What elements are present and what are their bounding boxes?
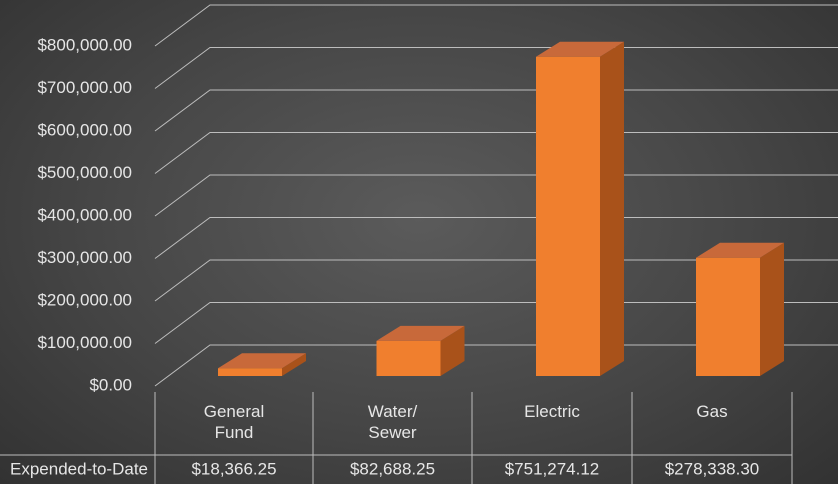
y-tick-label: $200,000.00 <box>37 290 132 309</box>
bar-side <box>760 242 784 376</box>
grid-line <box>154 174 838 217</box>
value-label: $18,366.25 <box>191 459 276 478</box>
y-tick-label: $800,000.00 <box>37 35 132 54</box>
category-label: General Fund <box>189 401 279 453</box>
value-label: $82,688.25 <box>350 459 435 478</box>
bar-top <box>376 325 465 341</box>
category-text: Water/ Sewer <box>367 402 418 442</box>
bar-top <box>536 41 624 57</box>
y-tick-label: $100,000.00 <box>37 333 132 352</box>
grid-line <box>154 302 838 344</box>
bar-top <box>218 353 306 369</box>
category-label: Electric <box>507 401 597 453</box>
grid-line <box>154 132 838 174</box>
bar-side <box>440 325 465 376</box>
grid-line <box>154 47 838 89</box>
grid-line <box>154 4 838 47</box>
y-tick-label: $500,000.00 <box>37 163 132 182</box>
value-label: $278,338.30 <box>665 459 760 478</box>
value-label: $751,274.12 <box>505 459 600 478</box>
category-text: Electric <box>524 402 580 421</box>
y-tick-label: $600,000.00 <box>37 120 132 139</box>
grid-line <box>154 259 838 302</box>
grid-line <box>154 89 838 132</box>
series-name: Expended-to-Date <box>10 459 148 478</box>
y-tick-label: $0.00 <box>89 375 132 394</box>
category-text: Gas <box>696 402 728 421</box>
y-tick-label: $700,000.00 <box>37 78 132 97</box>
bar <box>536 41 624 377</box>
category-label: Water/ Sewer <box>348 401 438 453</box>
bar <box>696 242 784 376</box>
y-tick-label: $300,000.00 <box>37 248 132 267</box>
bar-front <box>376 340 441 376</box>
grid-line <box>154 344 838 387</box>
bar <box>376 325 465 376</box>
bar-front <box>696 257 760 376</box>
bar-front <box>218 368 282 376</box>
category-label: Gas <box>667 401 757 453</box>
bar-top <box>696 242 784 258</box>
bar-front <box>536 56 600 377</box>
category-text: General Fund <box>203 402 265 442</box>
bar <box>218 353 306 376</box>
bar-side <box>600 41 624 377</box>
y-tick-label: $400,000.00 <box>37 205 132 224</box>
grid-line <box>154 217 838 259</box>
bar-side <box>282 353 306 376</box>
